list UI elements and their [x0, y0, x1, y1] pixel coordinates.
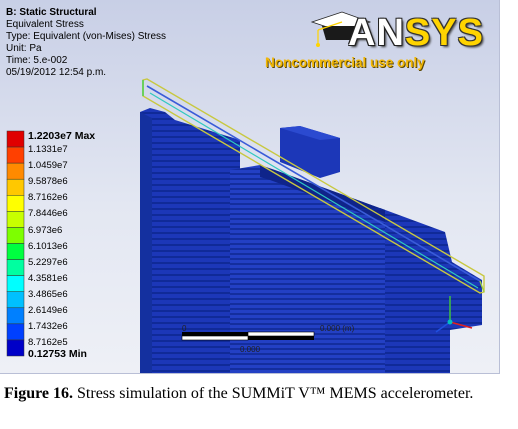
axis-triad [435, 296, 473, 333]
ansys-logo: ANSYS [348, 12, 484, 54]
legend-swatch [6, 130, 25, 148]
legend-value: 9.5878e6 [28, 176, 68, 188]
legend-swatch [6, 195, 25, 212]
result-date: 05/19/2012 12:54 p.m. [6, 67, 107, 78]
legend-swatch [6, 243, 25, 260]
legend-swatch [6, 291, 25, 309]
caption-label: Figure 16. [4, 385, 74, 402]
scale-bar [181, 331, 315, 341]
legend-swatch [6, 307, 25, 325]
simulation-viewport[interactable]: B: Static Structural Equivalent Stress T… [0, 0, 500, 374]
legend-swatch [6, 162, 25, 180]
legend-value: 6.1013e6 [28, 240, 68, 252]
legend-swatch [6, 227, 25, 244]
legend-value: 1.1331e7 [28, 144, 68, 155]
legend-value: 5.2297e6 [28, 256, 68, 268]
legend-swatch [6, 339, 25, 357]
legend-value: 4.3581e6 [28, 272, 68, 284]
analysis-title: B: Static Structural [6, 7, 97, 18]
top-small-block-top [280, 126, 340, 140]
graduation-cap-icon [310, 11, 372, 47]
result-time: Time: 5.e-002 [6, 55, 68, 66]
legend-value: 8.7162e6 [28, 192, 68, 204]
scale-bar-label-top: 0.000 (m) [320, 324, 355, 333]
left-comb-structure [140, 108, 240, 373]
legend-value: 3.4865e6 [28, 288, 68, 300]
legend-max-label: 1.2203e7 Max [28, 130, 96, 142]
legend-color-bar [6, 130, 25, 357]
scale-bar-zero: 0 [182, 324, 187, 333]
noncommercial-banner: Noncommercial use only [265, 55, 425, 70]
legend-swatch [6, 275, 25, 292]
legend-min-label: 0.12753 Min [28, 348, 87, 360]
legend-value: 2.6149e6 [28, 305, 68, 316]
right-comb-structure [345, 208, 482, 373]
scale-bar-label-mid: 0.000 [240, 345, 261, 354]
legend-value: 6.973e6 [28, 224, 63, 236]
figure-caption: Figure 16. Stress simulation of the SUMM… [4, 384, 512, 403]
legend-swatch [6, 259, 25, 276]
legend-value: 1.0459e7 [28, 160, 68, 172]
result-type: Type: Equivalent (von-Mises) Stress [6, 31, 167, 42]
suspended-beam [142, 78, 485, 294]
legend-swatch [6, 178, 25, 196]
legend-swatch [6, 211, 25, 228]
mesh-scene [6, 11, 485, 373]
result-name: Equivalent Stress [6, 19, 84, 30]
legend-value: 7.8446e6 [28, 208, 68, 220]
legend-value: 1.7432e6 [28, 321, 68, 333]
legend-value: 8.7162e5 [28, 337, 68, 349]
left-comb-face [140, 112, 152, 373]
result-unit: Unit: Pa [6, 43, 42, 54]
legend-swatch [6, 146, 25, 164]
legend-swatch [6, 323, 25, 341]
caption-text: Stress simulation of the SUMMiT V™ MEMS … [73, 385, 474, 402]
center-block [230, 165, 385, 373]
